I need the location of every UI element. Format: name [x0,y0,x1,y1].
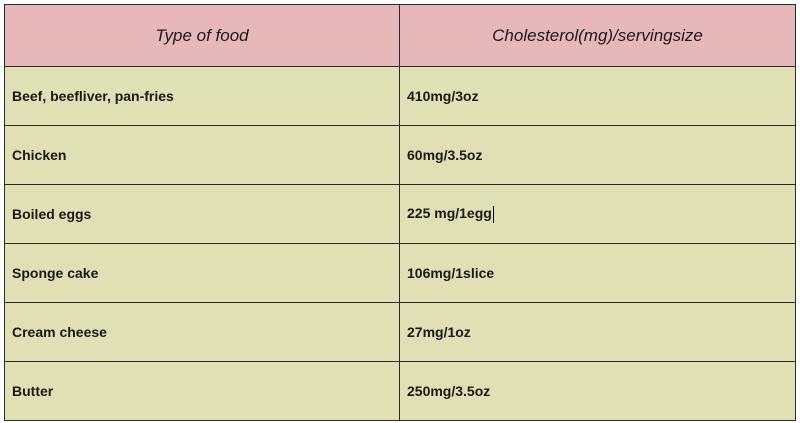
food-cell: Boiled eggs [4,184,400,244]
table-row: Sponge cake 106mg/1slice [4,243,796,303]
food-cell: Sponge cake [4,243,400,303]
food-cell: Chicken [4,125,400,185]
table-row: Boiled eggs 225 mg/1egg [4,184,796,244]
cholesterol-cell: 60mg/3.5oz [399,125,796,185]
cholesterol-cell-editing[interactable]: 225 mg/1egg [399,184,796,244]
table-row: Chicken 60mg/3.5oz [4,125,796,185]
text-cursor [492,205,494,223]
cholesterol-cell: 27mg/1oz [399,302,796,362]
header-type-of-food: Type of food [4,4,400,67]
cholesterol-cell-text: 225 mg/1egg [407,205,492,222]
table-row: Beef, beefliver, pan-fries 410mg/3oz [4,66,796,126]
cholesterol-cell: 250mg/3.5oz [399,361,796,421]
cholesterol-cell: 410mg/3oz [399,66,796,126]
cholesterol-table: Type of food Cholesterol(mg)/servingsize… [4,4,796,421]
food-cell: Butter [4,361,400,421]
cholesterol-cell: 106mg/1slice [399,243,796,303]
food-cell: Cream cheese [4,302,400,362]
table-header-row: Type of food Cholesterol(mg)/servingsize [4,4,796,67]
table-row: Butter 250mg/3.5oz [4,361,796,421]
header-cholesterol: Cholesterol(mg)/servingsize [399,4,796,67]
food-cell: Beef, beefliver, pan-fries [4,66,400,126]
table-row: Cream cheese 27mg/1oz [4,302,796,362]
